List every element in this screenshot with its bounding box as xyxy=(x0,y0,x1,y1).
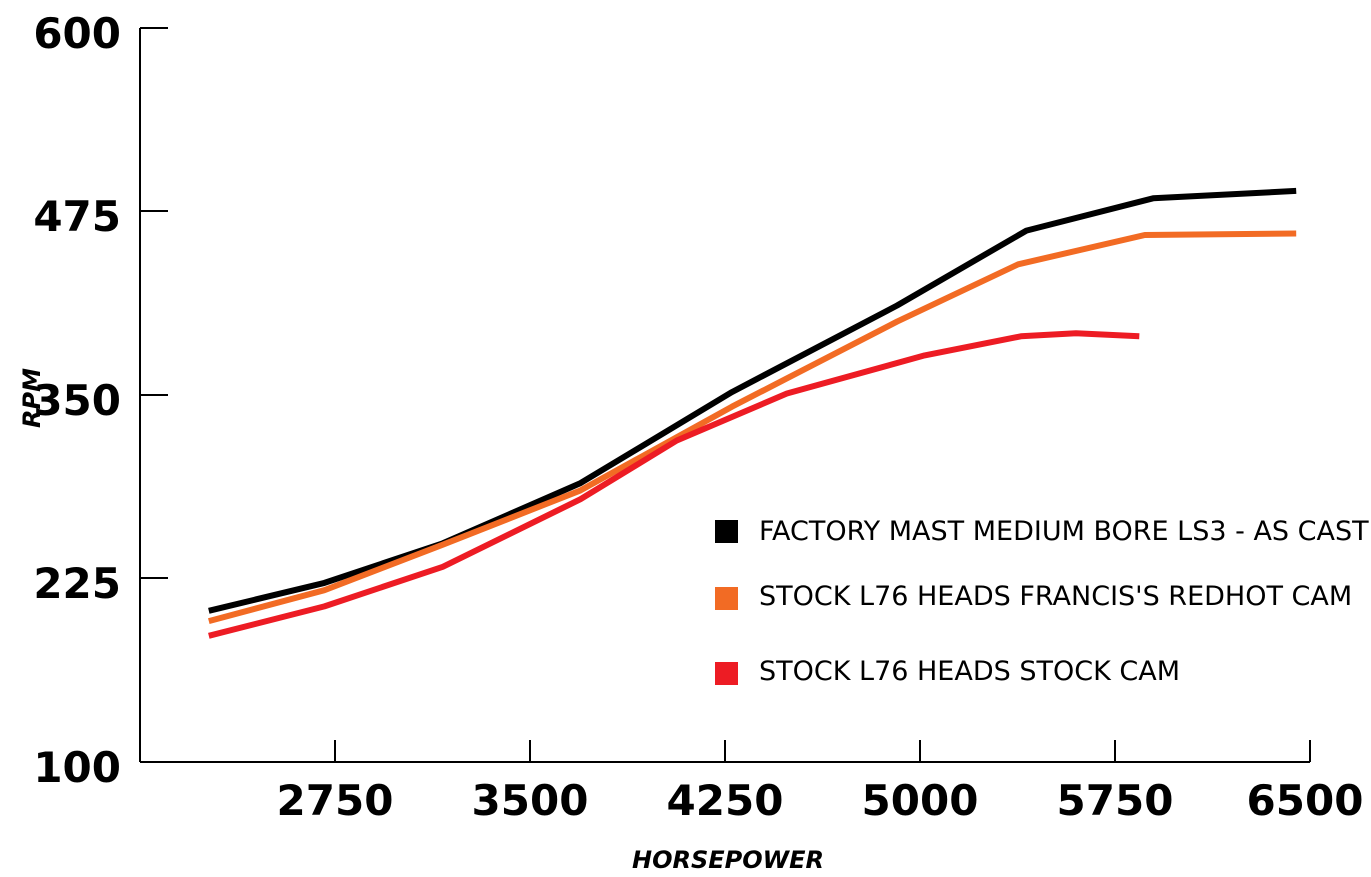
x-tick-label: 5000 xyxy=(862,776,979,825)
y-tick-label: 225 xyxy=(33,559,121,608)
x-tick-label: 4250 xyxy=(667,776,784,825)
series-line-1 xyxy=(208,187,1297,614)
y-tick-label: 100 xyxy=(33,743,121,792)
x-tick-label: 2750 xyxy=(277,776,394,825)
y-tick-label: 475 xyxy=(33,192,121,241)
y-axis: 600 475 350 225 100 xyxy=(33,9,168,792)
legend-label: STOCK L76 HEADS STOCK CAM xyxy=(759,656,1180,687)
x-tick-label: 5750 xyxy=(1057,776,1174,825)
y-axis-title: RPM xyxy=(18,368,46,428)
y-tick-label: 600 xyxy=(33,9,121,58)
legend-swatch xyxy=(715,662,738,685)
series-line-3 xyxy=(208,330,1140,639)
legend-label: STOCK L76 HEADS FRANCIS'S REDHOT CAM xyxy=(759,581,1352,612)
y-tick-label: 350 xyxy=(33,376,121,425)
series-layer xyxy=(208,187,1297,639)
legend-label: FACTORY MAST MEDIUM BORE LS3 - AS CAST P… xyxy=(759,516,1371,547)
legend-swatch xyxy=(715,587,738,610)
legend-swatch xyxy=(715,520,738,543)
series-line-2 xyxy=(208,230,1297,624)
x-tick-label: 6500 xyxy=(1247,776,1364,825)
legend: FACTORY MAST MEDIUM BORE LS3 - AS CAST P… xyxy=(715,516,1371,687)
x-axis: 2750 3500 4250 5000 5750 6500 xyxy=(140,740,1363,825)
x-axis-title: HORSEPOWER xyxy=(632,846,824,874)
x-tick-label: 3500 xyxy=(472,776,589,825)
